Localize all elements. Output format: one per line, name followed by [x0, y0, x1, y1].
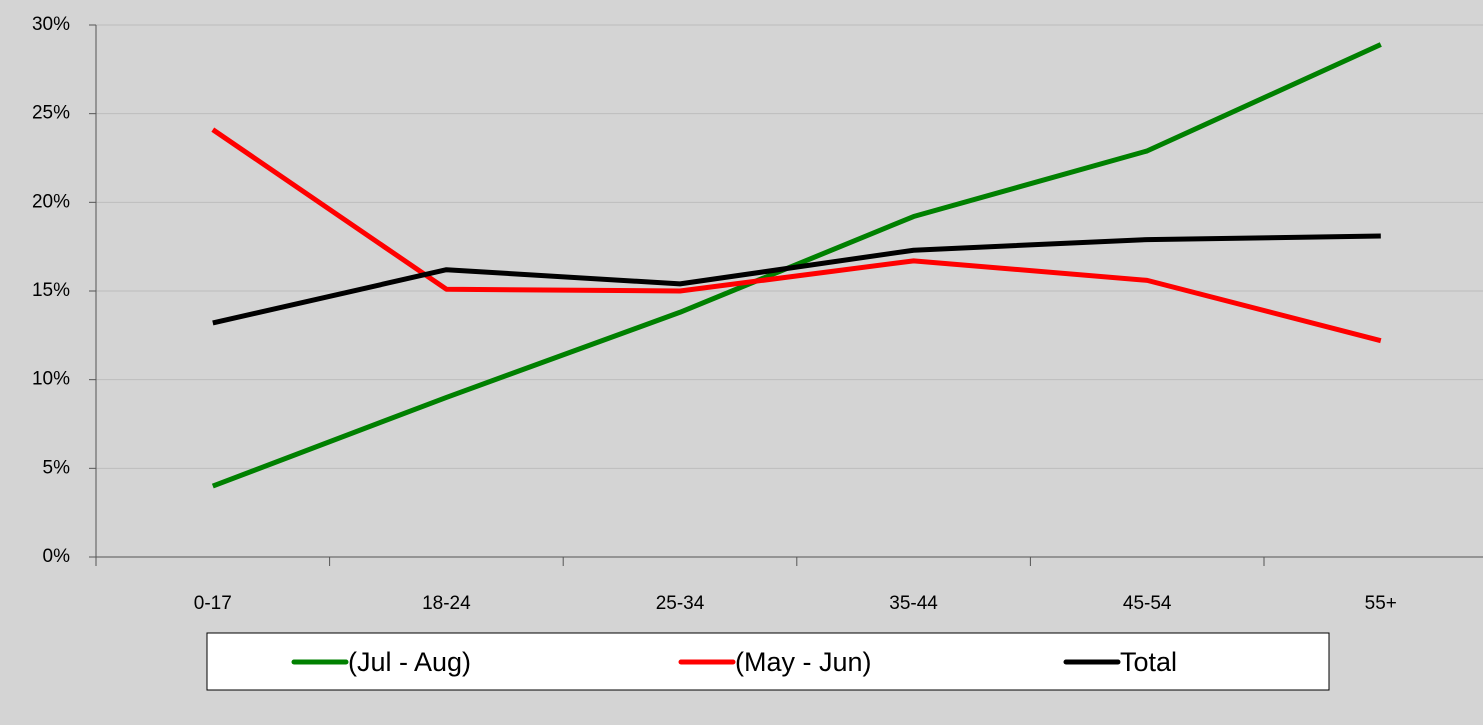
y-tick-label: 5%	[43, 457, 71, 478]
series-line	[211, 127, 1382, 344]
y-tick-label: 10%	[32, 369, 70, 390]
series-line	[211, 42, 1382, 489]
legend-label: (May - Jun)	[735, 647, 872, 677]
x-tick-label: 35-44	[889, 593, 938, 614]
legend-box	[206, 632, 1330, 691]
y-tick-label: 15%	[32, 280, 70, 301]
legend-label: (Jul - Aug)	[348, 647, 471, 677]
x-tick-label: 18-24	[422, 593, 471, 614]
x-tick-label: 45-54	[1123, 593, 1172, 614]
y-tick-label: 0%	[43, 546, 71, 567]
legend: (Jul - Aug) (May - Jun) Total	[206, 632, 1330, 691]
y-tick-label: 20%	[32, 191, 70, 212]
lines	[211, 42, 1382, 489]
x-tick-label: 25-34	[656, 593, 705, 614]
axes: 0% 5% 10% 15% 20% 25% 30% 0-17 18-24 25-34 35-44 45…	[32, 14, 1483, 614]
grid	[96, 24, 1483, 469]
x-tick-label: 55+	[1365, 593, 1397, 614]
x-tick-label: 0-17	[194, 593, 232, 614]
y-tick-label: 30%	[32, 14, 70, 35]
series-line	[212, 233, 1381, 326]
y-tick-label: 25%	[32, 103, 70, 124]
legend-label: Total	[1120, 647, 1177, 677]
